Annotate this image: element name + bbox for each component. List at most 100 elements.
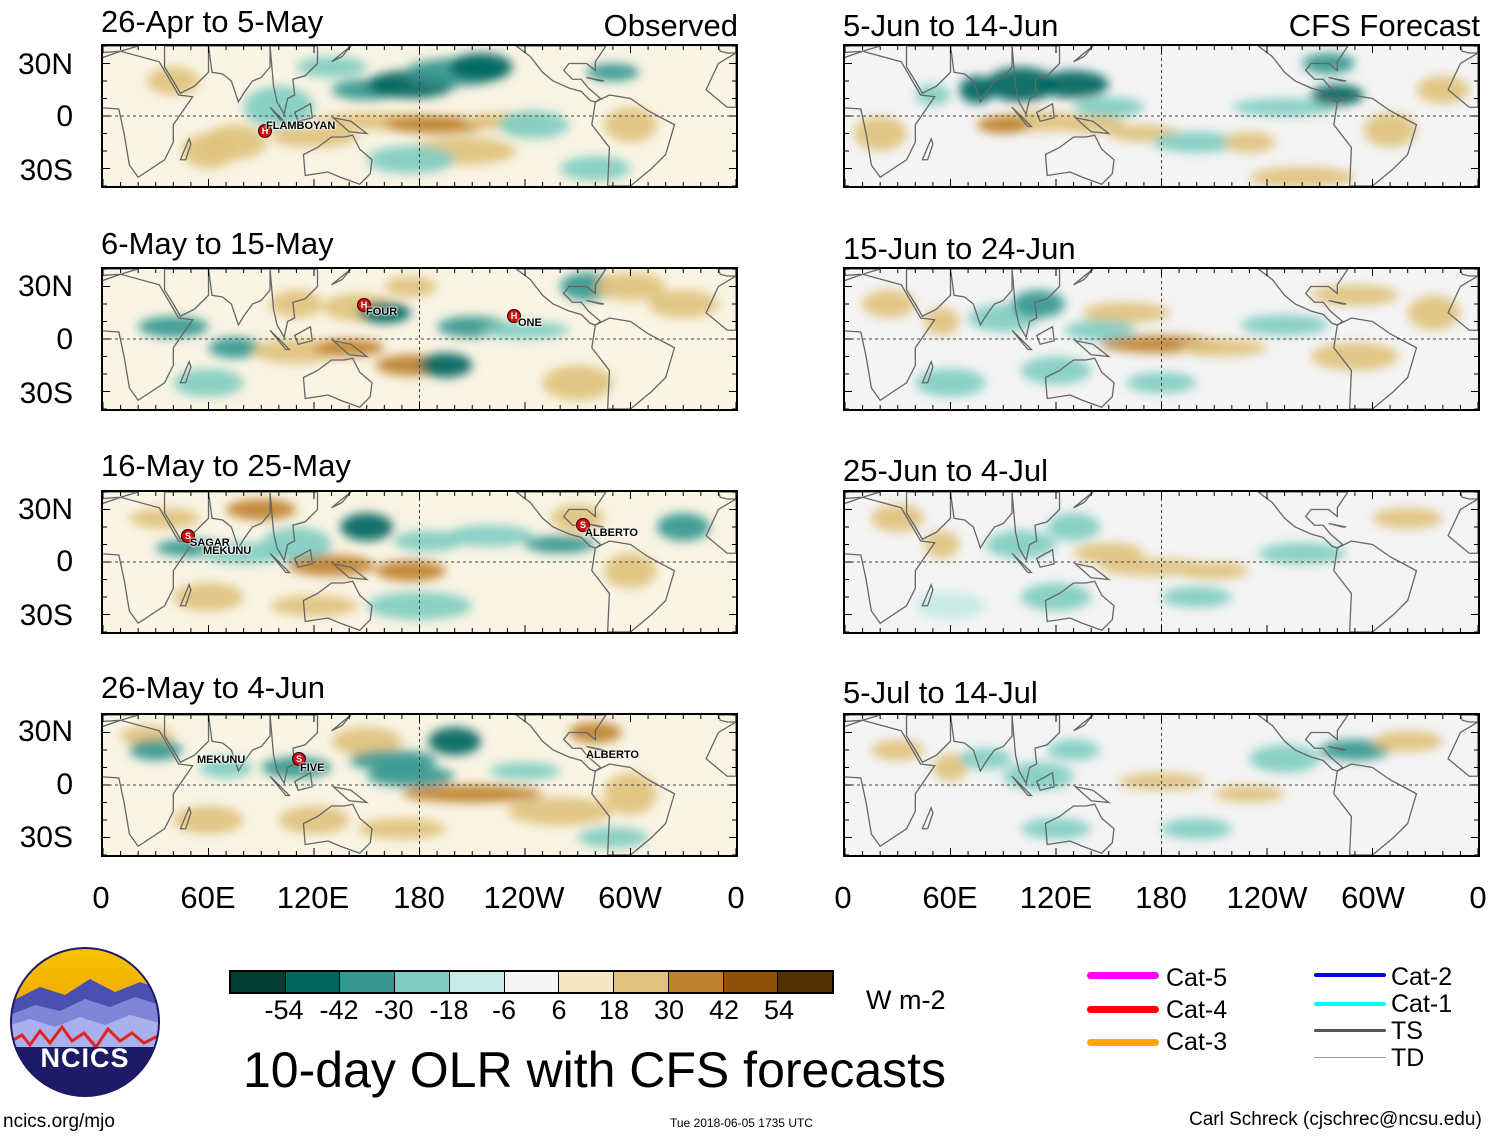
coastline	[717, 46, 736, 54]
olr-anomaly-blob	[985, 67, 1056, 102]
colorbar-swatch	[448, 972, 504, 992]
colorbar-tick-label: -42	[319, 995, 359, 1025]
coastline	[1073, 46, 1094, 63]
storm-label-mekunu: MEKUNU	[203, 545, 252, 557]
coastline	[1011, 715, 1061, 786]
coastline	[1035, 325, 1055, 346]
olr-anomaly-blob	[985, 530, 1056, 559]
coastline	[591, 317, 676, 409]
xtick-0-end: 0	[727, 880, 745, 915]
coastline	[586, 76, 605, 82]
olr-map-fc-2	[843, 267, 1480, 411]
storm-label-mekunu: MEKUNU	[197, 754, 246, 766]
coastline	[179, 359, 192, 384]
coastline	[586, 299, 605, 305]
olr-anomaly-blob	[1152, 131, 1241, 153]
xtick-60e: 60E	[180, 880, 236, 915]
olr-anomaly-blob	[138, 316, 209, 338]
coastline	[1459, 492, 1478, 500]
olr-anomaly-blob	[1161, 586, 1232, 608]
observed-tag: Observed	[603, 8, 738, 43]
colorbar-swatch	[667, 972, 723, 992]
olr-anomaly-blob	[1416, 75, 1470, 104]
ytick-0: 0	[56, 545, 73, 578]
colorbar-swatch	[558, 972, 614, 992]
olr-anomaly-blob	[1161, 818, 1232, 840]
olr-anomaly-blob	[357, 818, 446, 840]
olr-anomaly-blob	[270, 290, 323, 318]
coastline	[921, 582, 934, 607]
footer-url[interactable]: ncics.org/mjo	[3, 1111, 115, 1132]
storm-marker: H	[507, 309, 521, 323]
olr-anomaly-blob	[1047, 739, 1100, 761]
coastline	[1333, 94, 1418, 186]
coastline	[293, 771, 313, 792]
coastline	[1257, 46, 1349, 103]
coastline	[921, 136, 934, 161]
forecast-tag: CFS Forecast	[1288, 8, 1480, 43]
olr-anomaly-blob	[349, 750, 438, 771]
legend-label-cat4: Cat-4	[1166, 996, 1228, 1024]
coastline	[302, 357, 373, 409]
olr-anomaly-blob	[1249, 166, 1355, 186]
olr-anomaly-blob	[542, 365, 613, 401]
olr-anomaly-blob	[1372, 507, 1443, 529]
coastline	[331, 492, 352, 509]
coastline	[302, 580, 373, 632]
xtick-60w: 60W	[1341, 880, 1405, 915]
coastline	[1447, 721, 1478, 777]
olr-anomaly-blob	[959, 748, 1013, 770]
storm-marker: H	[357, 298, 371, 312]
olr-anomaly-blob	[1082, 302, 1171, 324]
olr-anomaly-blob	[357, 302, 411, 324]
legend-label-cat1: Cat-1	[1391, 990, 1453, 1018]
coastline	[845, 715, 881, 723]
olr-anomaly-blob	[1310, 84, 1364, 106]
coastline	[1257, 715, 1349, 772]
olr-anomaly-blob	[560, 156, 631, 181]
coastline	[293, 325, 313, 346]
coastline	[1011, 269, 1061, 340]
olr-anomaly-blob	[1407, 295, 1461, 331]
coastline	[845, 496, 936, 625]
olr-anomaly-blob	[393, 530, 464, 552]
olr-anomaly-blob	[173, 368, 244, 397]
coastline	[949, 715, 1013, 773]
olr-anomaly-blob	[287, 555, 376, 576]
map-svg	[845, 269, 1478, 409]
coastline	[269, 552, 291, 574]
colorbar-units: W m-2	[866, 985, 946, 1015]
coastline	[705, 721, 736, 777]
legend-line-td	[1314, 1057, 1386, 1058]
coastline	[705, 498, 736, 554]
olr-anomaly-blob	[199, 757, 253, 778]
xtick-120w: 120W	[483, 880, 565, 915]
olr-anomaly-blob	[270, 595, 358, 617]
colorbar-tick-label: 30	[653, 995, 685, 1025]
coastline	[717, 269, 736, 277]
coastline	[331, 116, 369, 135]
coastline	[1011, 775, 1033, 797]
coastline	[269, 46, 319, 117]
colorbar-tick-label: -6	[491, 995, 517, 1025]
coastline	[1035, 771, 1055, 792]
coastline	[269, 106, 291, 128]
olr-map-fc-3	[843, 490, 1480, 634]
ytick-30s: 30S	[19, 821, 73, 854]
xtick-0: 0	[834, 880, 852, 915]
coastline	[269, 492, 319, 563]
coastline	[1044, 357, 1115, 409]
xtick-180: 180	[1135, 880, 1187, 915]
legend-line-cat3	[1087, 1039, 1159, 1046]
olr-anomaly-blob	[915, 591, 986, 620]
colorbar-swatch	[284, 972, 340, 992]
coastline	[1459, 46, 1478, 54]
olr-map-fc-4	[843, 713, 1480, 857]
olr-anomaly-blob	[1003, 762, 1074, 791]
olr-anomaly-blob	[366, 765, 455, 787]
olr-anomaly-blob	[1020, 356, 1092, 385]
olr-anomaly-blob	[525, 535, 596, 554]
colorbar-tick-label: -30	[374, 995, 414, 1025]
ytick-30n: 30N	[17, 493, 73, 526]
storm-marker: S	[576, 518, 590, 532]
